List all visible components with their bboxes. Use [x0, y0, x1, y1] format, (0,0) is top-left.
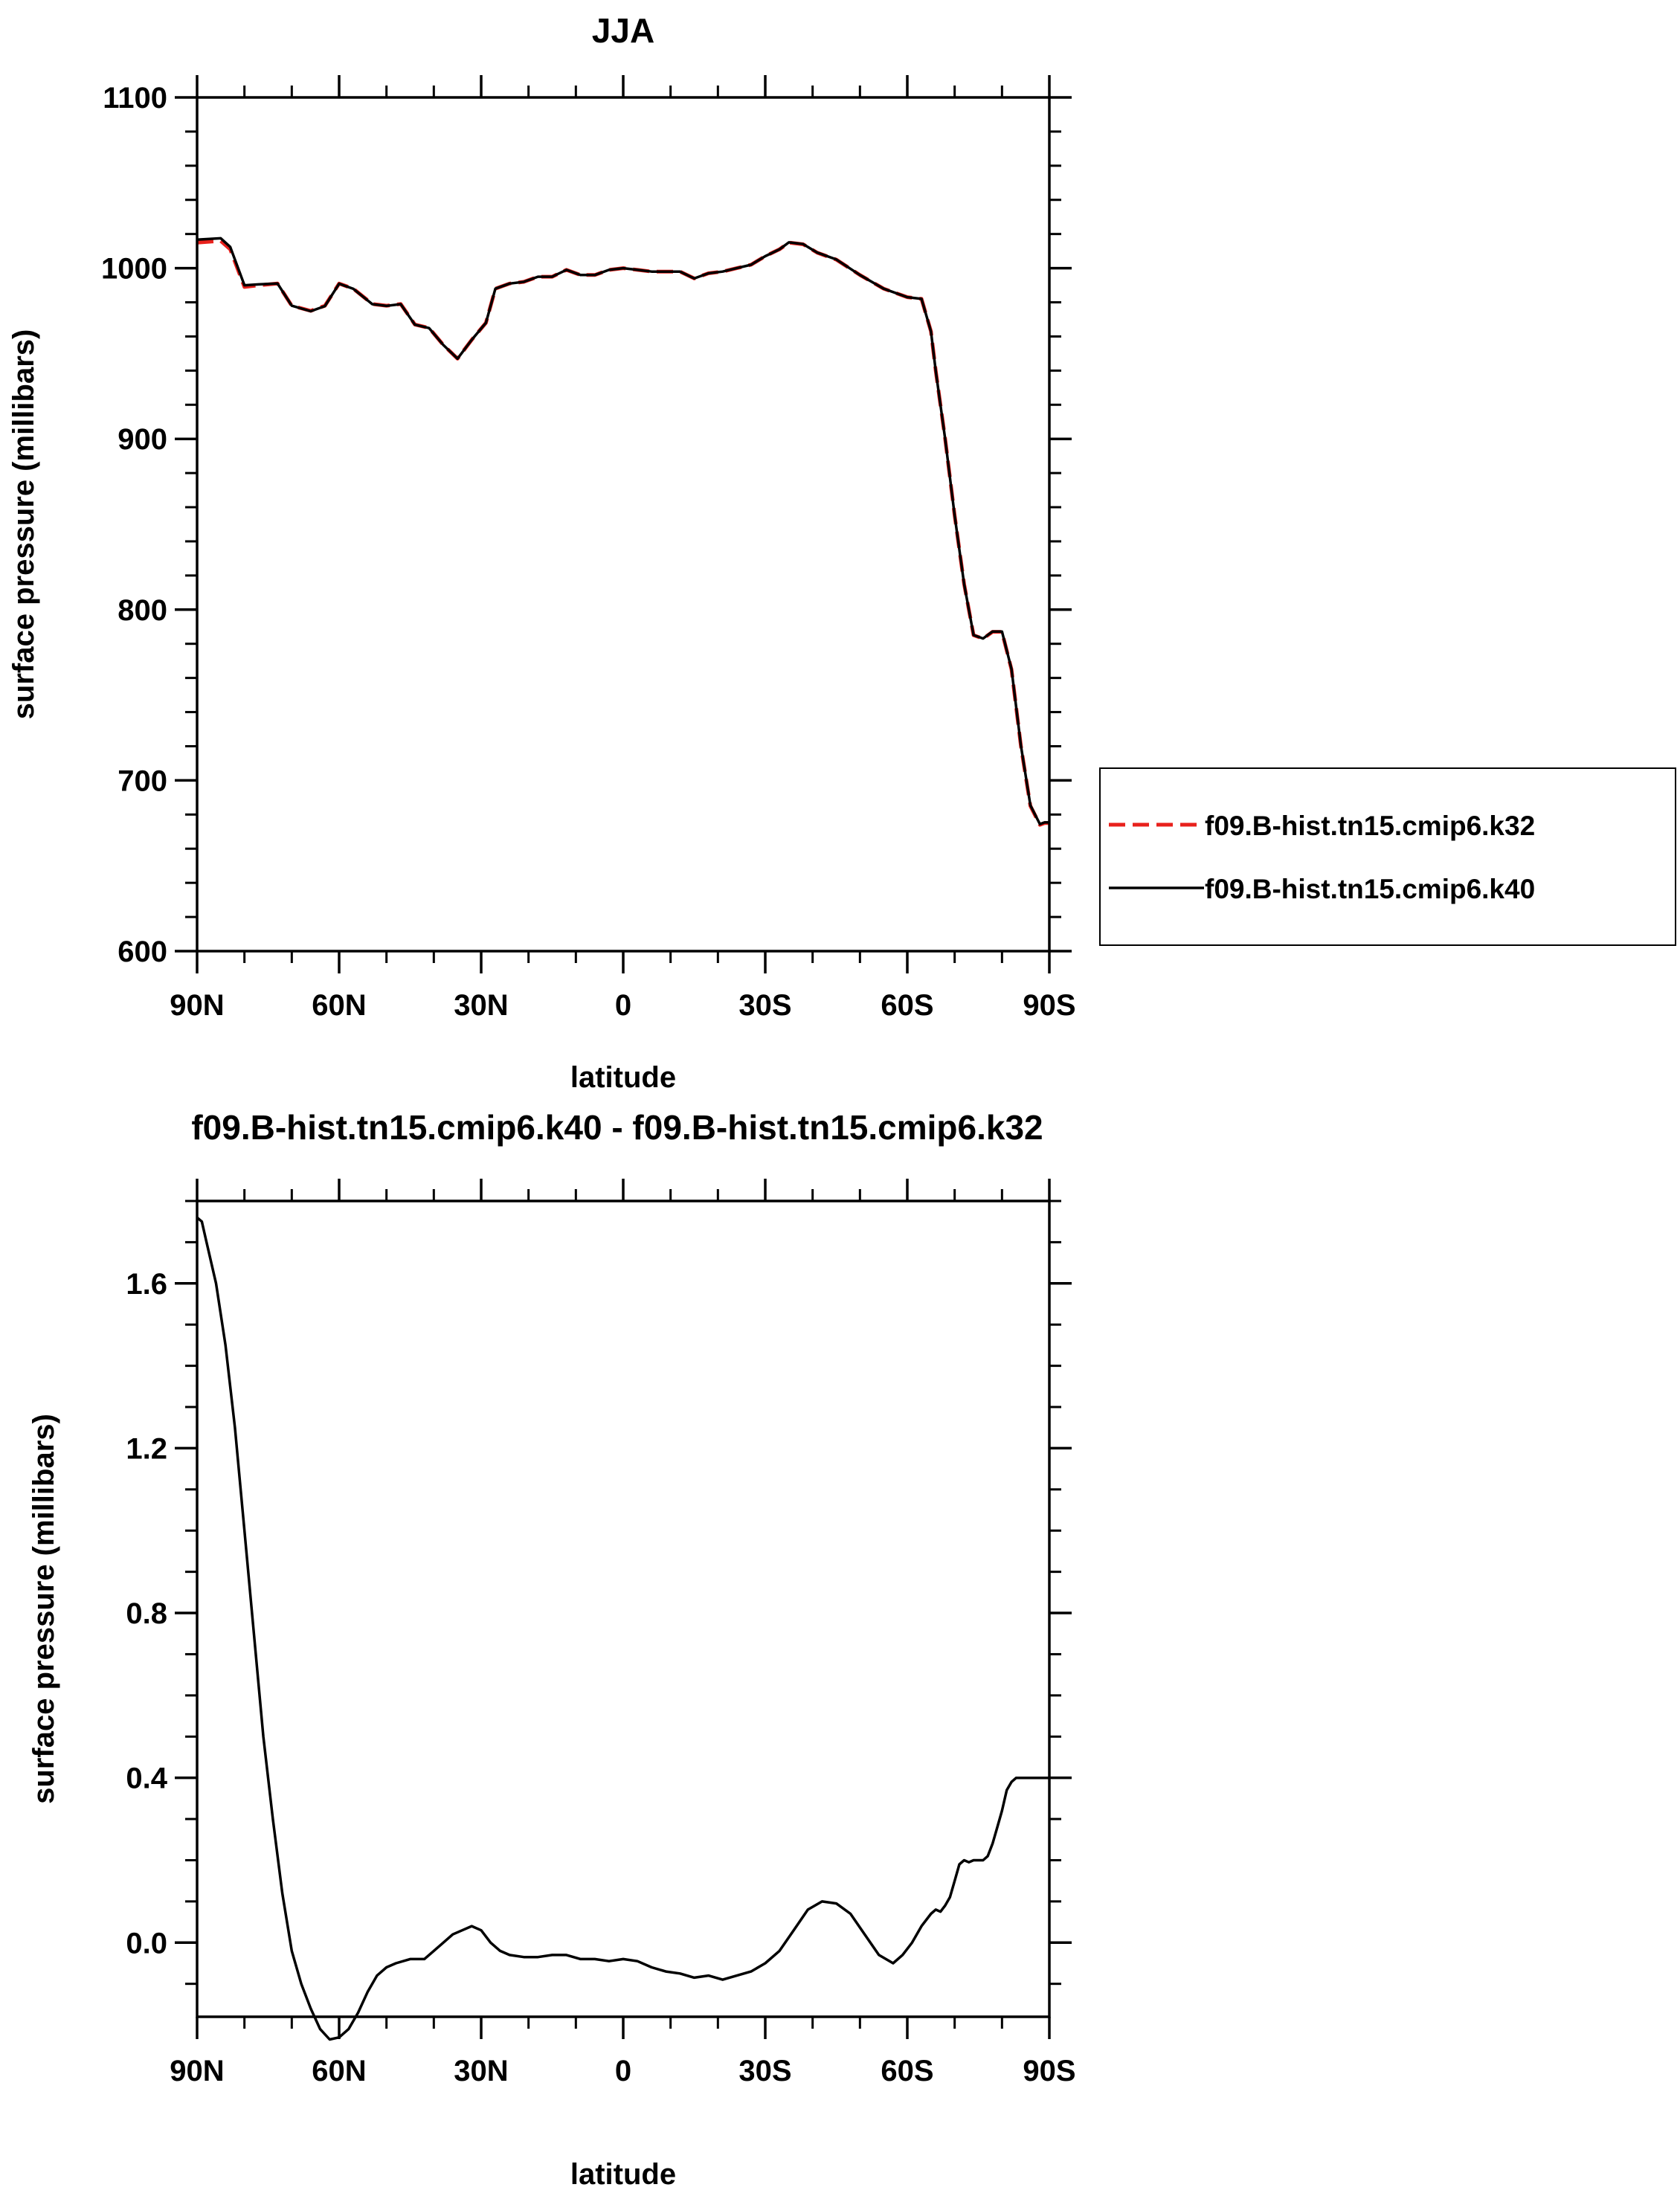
x-tick-label: 30S [738, 989, 791, 1022]
y-tick-label: 0.4 [126, 1762, 167, 1795]
series-line-f09-b-hist-tn15-cmip6-k32 [196, 239, 1049, 827]
chart-title: JJA [592, 11, 654, 50]
x-tick-label: 90N [170, 989, 224, 1022]
x-tick-label: 60S [881, 989, 933, 1022]
surface-pressure-panel: JJA 600 700 800 900 1000 1100 90N 60N 30N 0 30S 60S 9… [7, 11, 1076, 1094]
x-tick-label: 90N [170, 2055, 224, 2087]
series-line-f09-b-hist-tn15-cmip6-k40 [196, 236, 1049, 825]
difference-panel: f09.B-hist.tn15.cmip6.k40 - f09.B-hist.t… [28, 1108, 1076, 2191]
x-tick-label: 30N [454, 2055, 508, 2087]
y-tick-label: 600 [118, 936, 167, 968]
y-tick-label: 1100 [103, 82, 167, 115]
legend: f09.B-hist.tn15.cmip6.k32 f09.B-hist.tn15… [1099, 767, 1676, 946]
y-tick-label: 1000 [101, 253, 167, 286]
x-tick-label: 60S [881, 2055, 933, 2087]
x-tick-label: 30N [454, 989, 508, 1022]
x-tick-label: 60N [312, 989, 366, 1022]
y-tick-label: 1.2 [126, 1432, 167, 1465]
x-tick-label: 90S [1023, 2055, 1075, 2087]
x-tick-label: 30S [738, 2055, 791, 2087]
x-tick-label: 60N [312, 2055, 366, 2087]
y-axis-title: surface pressure (millibars) [28, 1414, 60, 1804]
legend-entry-label: f09.B-hist.tn15.cmip6.k40 [1205, 874, 1535, 904]
x-tick-label: 0 [615, 2055, 631, 2087]
y-tick-label: 0.8 [126, 1597, 167, 1630]
x-tick-label: 0 [615, 989, 631, 1022]
series-line-difference [196, 1216, 1049, 2041]
chart-title: f09.B-hist.tn15.cmip6.k40 - f09.B-hist.t… [191, 1108, 1043, 1147]
plot-frame [196, 96, 1051, 953]
y-tick-label: 1.6 [126, 1268, 167, 1301]
legend-box [1099, 767, 1676, 946]
y-axis-title: surface pressure (millibars) [7, 329, 40, 720]
y-tick-label: 700 [118, 764, 167, 797]
y-tick-label: 900 [118, 423, 167, 456]
plot-frame [196, 1200, 1051, 2018]
x-axis-title: latitude [570, 1061, 676, 1094]
legend-entry-label: f09.B-hist.tn15.cmip6.k32 [1205, 811, 1535, 841]
y-tick-label: 800 [118, 594, 167, 627]
x-axis-title: latitude [570, 2158, 676, 2191]
x-tick-label: 90S [1023, 989, 1075, 1022]
y-tick-label: 0.0 [126, 1927, 167, 1960]
